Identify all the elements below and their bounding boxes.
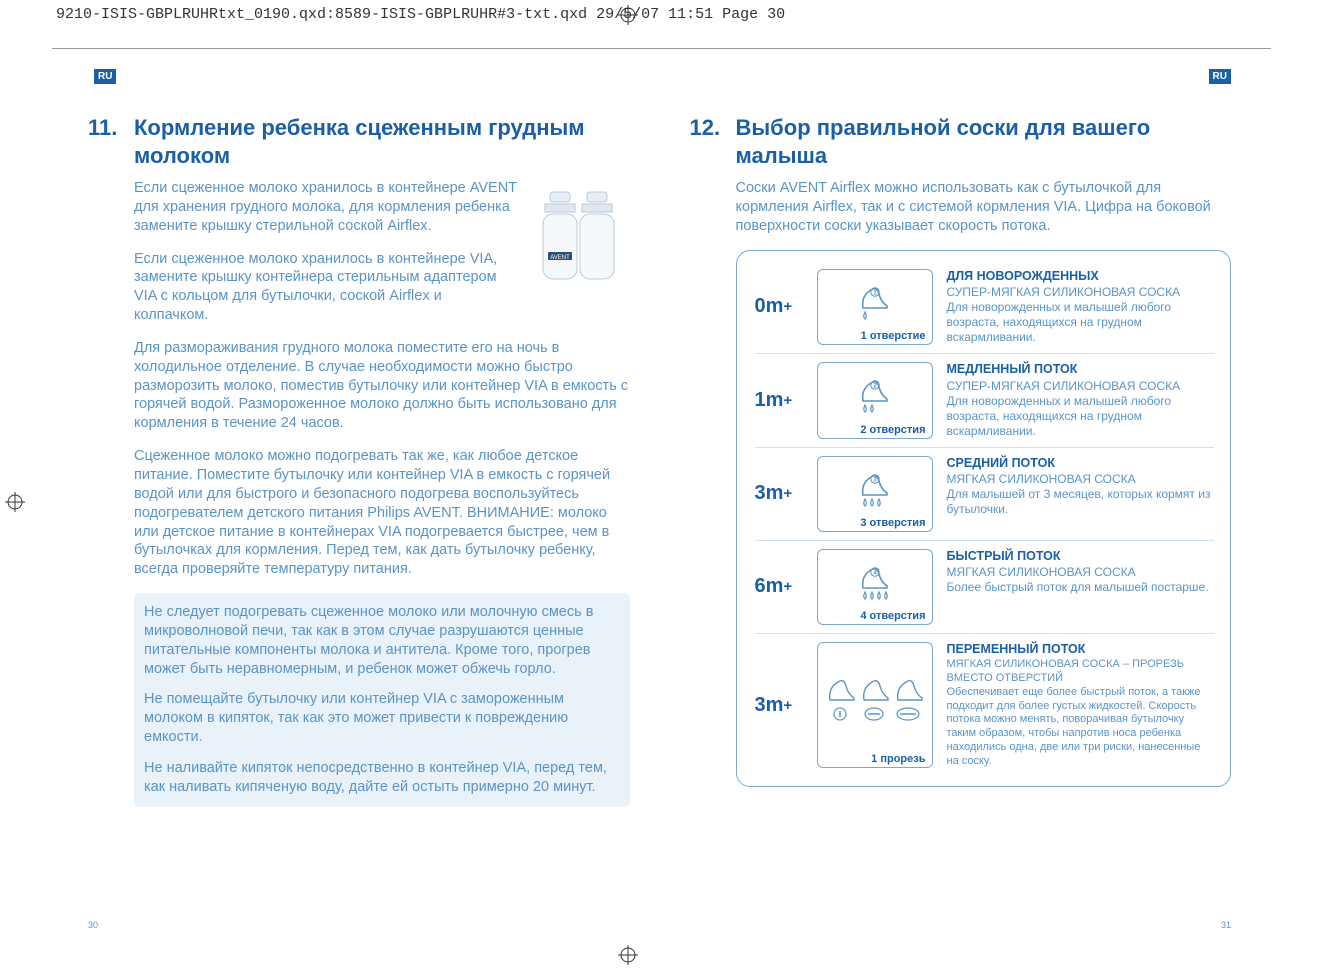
registration-mark-icon <box>5 492 25 512</box>
teat-icon-box: 3 3 отверстия <box>817 456 933 532</box>
teat-row: 3m+ 3 3 отверстия СРЕДНИЙ ПОТОК МЯГКАЯ С… <box>755 448 1215 541</box>
teat-icon-box: 2 2 отверстия <box>817 362 933 439</box>
paragraph: Сцеженное молоко можно подогревать так ж… <box>134 447 630 579</box>
age-label: 0m+ <box>755 269 803 346</box>
bottle-illustration: AVENT <box>530 179 630 299</box>
teat-description: ДЛЯ НОВОРОЖДЕННЫХ СУПЕР-МЯГКАЯ СИЛИКОНОВ… <box>947 269 1215 346</box>
language-badge: RU <box>94 69 116 84</box>
teat-icon-box: 1 1 отверстие <box>817 269 933 346</box>
teat-icon-box: 4 4 отверстия <box>817 549 933 625</box>
section-number: 12. <box>690 114 736 142</box>
section-title: Кормление ребенка сцеженным грудным моло… <box>134 114 630 169</box>
teat-description: ПЕРЕМЕННЫЙ ПОТОК МЯГКАЯ СИЛИКОНОВАЯ СОСК… <box>947 642 1215 769</box>
teat-description: БЫСТРЫЙ ПОТОК МЯГКАЯ СИЛИКОНОВАЯ СОСКА Б… <box>947 549 1215 625</box>
page-number: 31 <box>1221 920 1231 930</box>
holes-label: 4 отверстия <box>824 610 926 622</box>
page-right: RU 12. Выбор правильной соски для вашего… <box>690 60 1232 930</box>
section-number: 11. <box>88 114 134 142</box>
teat-row: 3m+ 1 прорезь ПЕРЕМЕННЫЙ ПОТОК МЯГКАЯ СИ… <box>755 634 1215 777</box>
holes-label: 1 отверстие <box>824 330 926 342</box>
teat-icon: 1 <box>855 274 895 331</box>
teat-icon <box>824 647 926 754</box>
paragraph: Для размораживания грудного молока помес… <box>134 339 630 433</box>
svg-text:AVENT: AVENT <box>550 255 570 261</box>
registration-mark-icon <box>618 945 638 965</box>
age-label: 1m+ <box>755 362 803 439</box>
prepress-header: 9210-ISIS-GBPLRUHRtxt_0190.qxd:8589-ISIS… <box>56 6 856 23</box>
section-heading: 12. Выбор правильной соски для вашего ма… <box>690 114 1232 169</box>
svg-text:2: 2 <box>873 383 877 390</box>
crop-line <box>52 48 1271 49</box>
warning-box: Не следует подогревать сцеженное молоко … <box>134 593 630 807</box>
paragraph: Если сцеженное молоко хранилось в контей… <box>134 179 520 236</box>
teat-row: 0m+ 1 1 отверстие ДЛЯ НОВОРОЖДЕННЫХ СУПЕ… <box>755 261 1215 355</box>
paragraph: Если сцеженное молоко хранилось в контей… <box>134 250 520 325</box>
age-label: 3m+ <box>755 456 803 532</box>
teat-description: МЕДЛЕННЫЙ ПОТОК СУПЕР-МЯГКАЯ СИЛИКОНОВАЯ… <box>947 362 1215 439</box>
paragraph: Не наливайте кипяток непосредственно в к… <box>144 759 620 797</box>
page-left: RU 11. Кормление ребенка сцеженным грудн… <box>88 60 630 930</box>
holes-label: 1 прорезь <box>824 753 926 765</box>
paragraph: Не следует подогревать сцеженное молоко … <box>144 603 620 678</box>
svg-text:3: 3 <box>873 476 877 483</box>
page-number: 30 <box>88 920 98 930</box>
holes-label: 3 отверстия <box>824 517 926 529</box>
language-badge: RU <box>1209 69 1231 84</box>
age-label: 3m+ <box>755 642 803 769</box>
holes-label: 2 отверстия <box>824 424 926 436</box>
registration-mark-icon <box>618 5 638 25</box>
teat-icon-box: 1 прорезь <box>817 642 933 769</box>
age-label: 6m+ <box>755 549 803 625</box>
teat-row: 1m+ 2 2 отверстия МЕДЛЕННЫЙ ПОТОК СУПЕР-… <box>755 354 1215 448</box>
svg-text:4: 4 <box>873 569 877 576</box>
section-title: Выбор правильной соски для вашего малыша <box>736 114 1232 169</box>
teat-icon: 4 <box>855 554 895 610</box>
svg-text:1: 1 <box>873 289 877 296</box>
section-heading: 11. Кормление ребенка сцеженным грудным … <box>88 114 630 169</box>
teat-icon: 3 <box>855 461 895 517</box>
paragraph: Соски AVENT Airflex можно использовать к… <box>736 179 1232 236</box>
teat-table: 0m+ 1 1 отверстие ДЛЯ НОВОРОЖДЕННЫХ СУПЕ… <box>736 250 1232 788</box>
teat-icon: 2 <box>855 367 895 424</box>
teat-row: 6m+ 4 4 отверстия БЫСТРЫЙ ПОТОК МЯГКАЯ С… <box>755 541 1215 634</box>
teat-description: СРЕДНИЙ ПОТОК МЯГКАЯ СИЛИКОНОВАЯ СОСКА Д… <box>947 456 1215 532</box>
paragraph: Не помещайте бутылочку или контейнер VIA… <box>144 690 620 747</box>
